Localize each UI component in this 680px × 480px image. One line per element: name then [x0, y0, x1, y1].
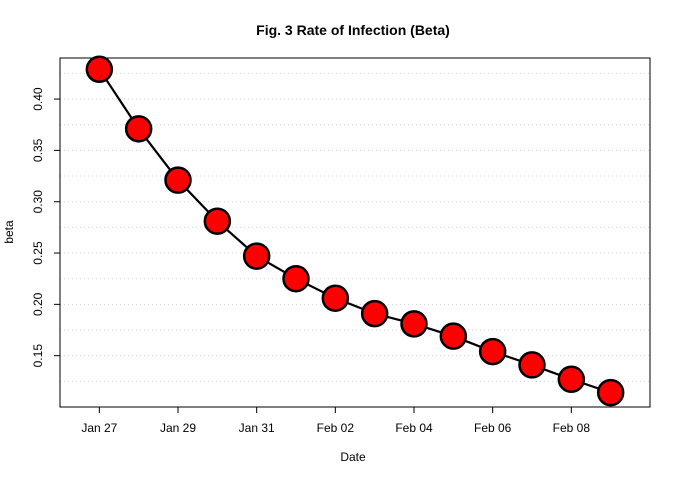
- y-axis-title: beta: [2, 220, 16, 244]
- data-point: [242, 242, 271, 270]
- data-point: [282, 264, 310, 293]
- y-tick-label: 0.35: [31, 138, 45, 162]
- y-tick-label: 0.25: [31, 241, 45, 265]
- data-point: [439, 322, 468, 350]
- plot-frame: [59, 57, 651, 408]
- x-tick-label: Feb 06: [474, 421, 512, 435]
- chart-title: Fig. 3 Rate of Infection (Beta): [256, 22, 450, 38]
- y-tick-label: 0.40: [31, 87, 45, 111]
- x-tick-label: Feb 08: [553, 421, 591, 435]
- data-point: [164, 166, 192, 194]
- data-point: [321, 284, 350, 312]
- data-point: [400, 310, 428, 338]
- series-line: [98, 68, 612, 394]
- x-axis: Jan 27 Jan 29 Jan 31 Feb 02 Feb 04 Feb 06 Feb …: [81, 406, 591, 435]
- y-tick-label: 0.30: [31, 190, 45, 214]
- y-tick-label: 0.20: [31, 292, 45, 316]
- x-tick-label: Jan 29: [160, 421, 196, 435]
- x-tick-label: Feb 02: [317, 421, 355, 435]
- y-tick-label: 0.15: [31, 344, 45, 368]
- data-point: [596, 378, 625, 407]
- data-point: [124, 115, 153, 143]
- x-axis-title: Date: [340, 450, 366, 464]
- data-point: [518, 351, 546, 379]
- y-axis: 0.15 0.20 0.25 0.30 0.35 0.40: [31, 87, 61, 368]
- x-tick-label: Jan 31: [239, 421, 275, 435]
- data-point: [85, 55, 114, 84]
- data-point: [478, 337, 507, 366]
- x-tick-label: Feb 04: [395, 421, 433, 435]
- data-point: [360, 299, 389, 328]
- data-point: [203, 207, 232, 235]
- data-point: [557, 365, 586, 394]
- x-tick-label: Jan 27: [81, 421, 117, 435]
- series-beta: [85, 55, 625, 407]
